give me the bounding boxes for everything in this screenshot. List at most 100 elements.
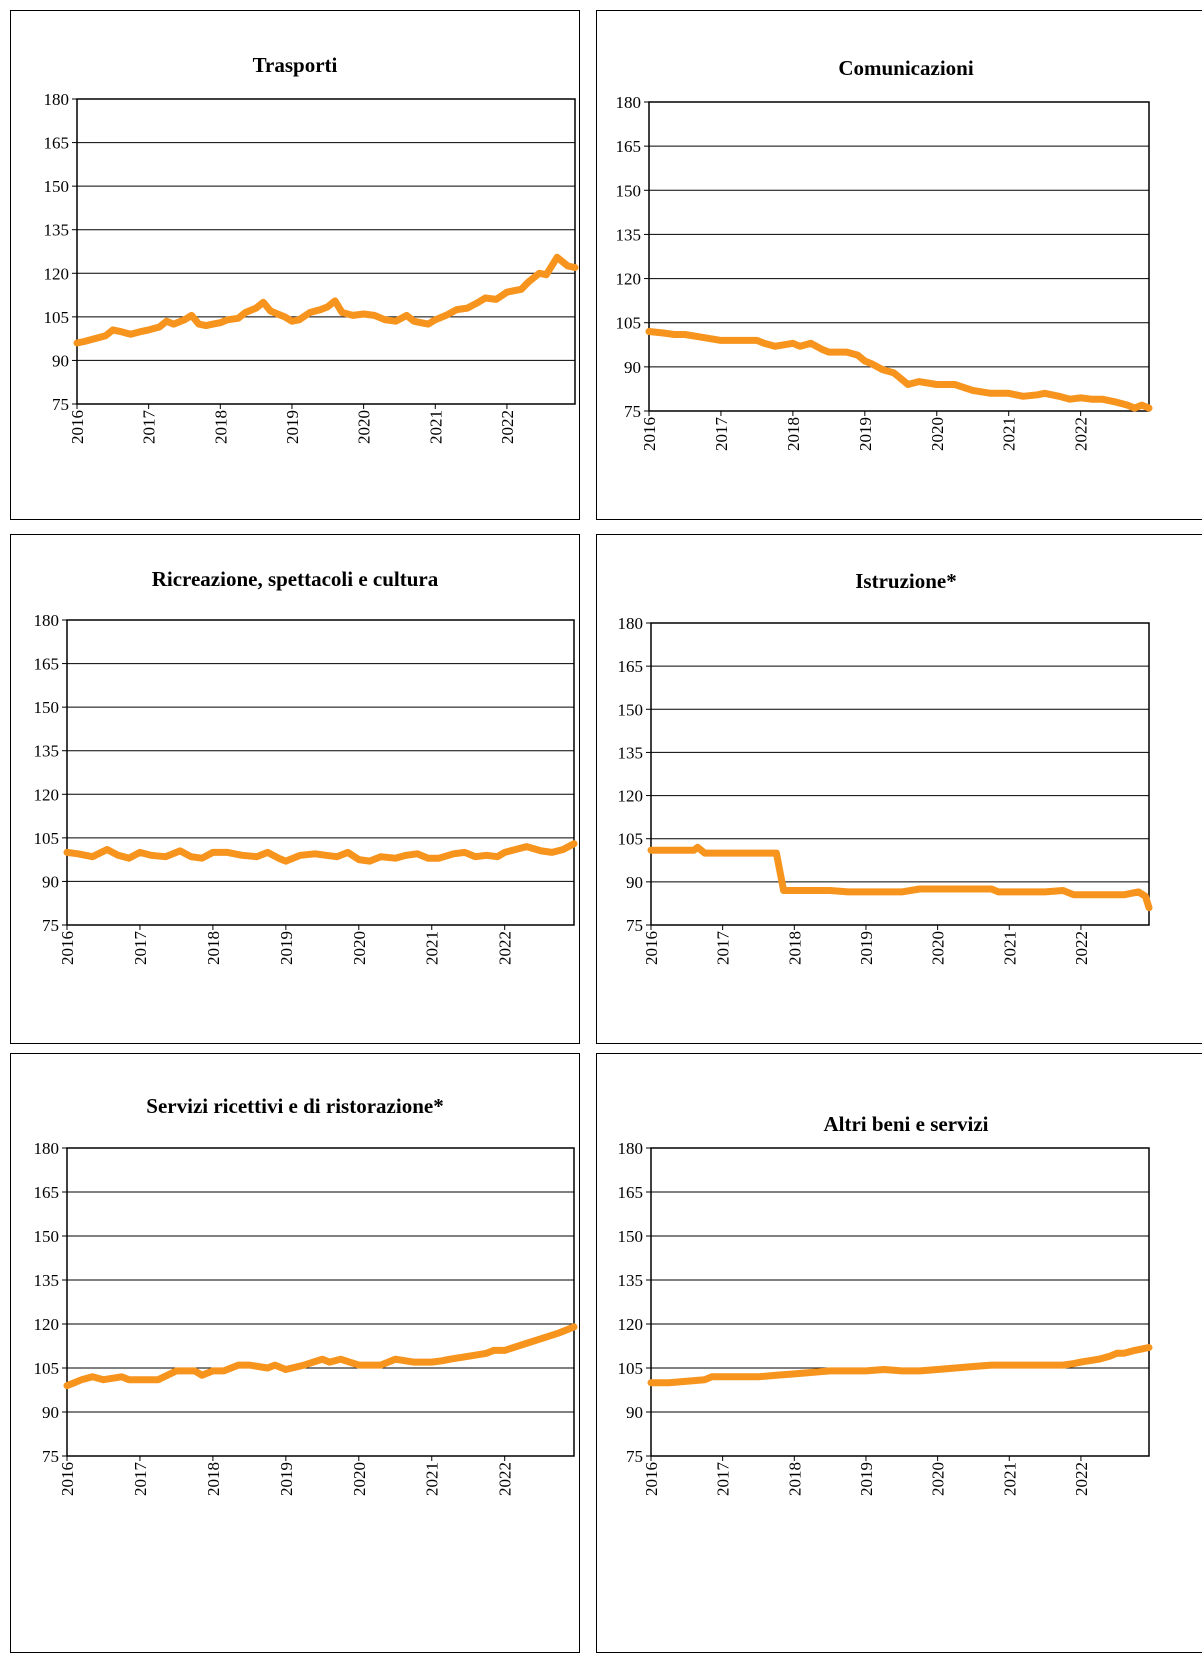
y-tick-label: 105 (618, 1359, 644, 1378)
y-tick-label: 135 (618, 1271, 644, 1290)
x-tick-label: 2021 (426, 410, 445, 444)
x-tick-label: 2016 (640, 417, 659, 451)
y-tick-label: 75 (42, 1447, 59, 1466)
plot-area (76, 98, 576, 405)
y-tick-label: 105 (34, 1359, 60, 1378)
x-tick-label: 2017 (714, 931, 733, 966)
y-tick-label: 135 (616, 225, 642, 244)
x-tick-label: 2018 (785, 1462, 804, 1496)
y-tick-label: 150 (34, 698, 60, 717)
chart-title: Altri beni e servizi (823, 1112, 989, 1136)
y-tick-label: 90 (624, 358, 641, 377)
y-tick-label: 90 (626, 873, 643, 892)
x-tick-label: 2019 (283, 410, 302, 444)
y-tick-label: 105 (34, 829, 60, 848)
y-tick-label: 150 (44, 177, 70, 196)
x-tick-label: 2018 (204, 1462, 223, 1496)
chart-svg: 75 90 105 120 135 150 165 180 2016 2017 2018 2019 20… (618, 1139, 1153, 1497)
x-tick-label: 2018 (211, 410, 230, 444)
chart-svg: 75 90 105 120 135 150 165 180 2016 2017 2018 2019 20… (34, 1139, 578, 1497)
y-tick-label: 150 (616, 181, 642, 200)
y-tick-label: 75 (626, 916, 643, 935)
chart-svg: 75 90 105 120 135 150 165 180 2016 2017 2018 2019 20… (44, 90, 579, 445)
x-tick-label: 2019 (277, 1462, 296, 1496)
series-line (645, 328, 1153, 412)
chart-panel: Trasporti 75 90 105 120 135 150 165 180 2016 2017 2… (10, 10, 580, 520)
chart-panel: Ricreazione, spettacoli e cultura 75 90 105… (10, 534, 580, 1044)
x-tick-label: 2022 (496, 1462, 515, 1496)
y-tick-label: 135 (44, 221, 70, 240)
chart-panel: Servizi ricettivi e di ristorazione* 75 90… (10, 1053, 580, 1653)
chart-panel: Istruzione* 75 90 105 120 135 150 165 180 2016 201… (596, 534, 1202, 1044)
y-tick-label: 135 (34, 742, 60, 761)
x-tick-label: 2020 (355, 410, 374, 444)
y-tick-label: 165 (618, 1183, 644, 1202)
chart-title: Istruzione* (855, 569, 957, 593)
y-tick-label: 120 (44, 264, 70, 283)
y-tick-label: 120 (618, 1315, 644, 1334)
y-tick-label: 105 (618, 830, 644, 849)
y-tick-label: 90 (626, 1403, 643, 1422)
y-tick-label: 120 (618, 787, 644, 806)
chart-panel: Comunicazioni 75 90 105 120 135 150 165 180 2016 2… (596, 10, 1202, 520)
y-tick-label: 165 (34, 1183, 60, 1202)
chart-svg: 75 90 105 120 135 150 165 180 2016 2017 2018 2019 20… (616, 93, 1153, 452)
series-line (647, 843, 1153, 912)
x-tick-label: 2022 (1072, 417, 1091, 451)
x-tick-label: 2020 (928, 417, 947, 451)
plot-area (66, 619, 575, 926)
chart-title: Comunicazioni (838, 56, 974, 80)
y-tick-label: 120 (616, 270, 642, 289)
y-tick-label: 90 (42, 872, 59, 891)
x-tick-label: 2017 (140, 410, 159, 445)
x-tick-label: 2016 (68, 410, 87, 444)
x-tick-label: 2018 (784, 417, 803, 451)
y-tick-label: 90 (52, 351, 69, 370)
y-tick-label: 150 (34, 1227, 60, 1246)
x-tick-label: 2016 (58, 931, 77, 965)
plot-area (648, 101, 1150, 412)
series-line (73, 253, 579, 347)
x-tick-label: 2019 (856, 417, 875, 451)
x-tick-label: 2016 (642, 1462, 661, 1496)
y-tick-label: 75 (42, 916, 59, 935)
x-tick-label: 2021 (423, 1462, 442, 1496)
x-tick-label: 2017 (131, 931, 150, 966)
x-tick-label: 2021 (1000, 931, 1019, 965)
x-tick-label: 2017 (131, 1462, 150, 1497)
y-tick-label: 75 (624, 402, 641, 421)
y-tick-label: 165 (618, 657, 644, 676)
x-tick-label: 2016 (58, 1462, 77, 1496)
x-tick-label: 2017 (714, 1462, 733, 1497)
chart-title: Ricreazione, spettacoli e cultura (151, 567, 439, 591)
x-tick-label: 2022 (498, 410, 517, 444)
y-tick-label: 150 (618, 700, 644, 719)
y-tick-label: 105 (44, 308, 70, 327)
x-tick-label: 2022 (1072, 931, 1091, 965)
chart-title: Trasporti (252, 53, 338, 77)
plot-area (650, 622, 1150, 926)
y-tick-label: 120 (34, 785, 60, 804)
x-tick-label: 2019 (857, 1462, 876, 1496)
y-tick-label: 120 (34, 1315, 60, 1334)
x-tick-label: 2017 (712, 417, 731, 452)
chart-svg: 75 90 105 120 135 150 165 180 2016 2017 2018 2019 20… (618, 614, 1153, 966)
x-tick-label: 2022 (1072, 1462, 1091, 1496)
y-tick-label: 75 (52, 395, 69, 414)
y-tick-label: 150 (618, 1227, 644, 1246)
y-tick-label: 165 (34, 655, 60, 674)
y-tick-label: 180 (616, 93, 642, 112)
y-tick-label: 135 (618, 743, 644, 762)
x-tick-label: 2020 (929, 931, 948, 965)
y-tick-label: 180 (44, 90, 70, 109)
series-line (63, 840, 578, 865)
plot-area (650, 1147, 1150, 1457)
x-tick-label: 2020 (350, 1462, 369, 1496)
y-tick-label: 105 (616, 314, 642, 333)
x-tick-label: 2020 (929, 1462, 948, 1496)
x-tick-label: 2021 (1000, 1462, 1019, 1496)
y-tick-label: 180 (34, 1139, 60, 1158)
chart-panel: Altri beni e servizi 75 90 105 120 135 150 165 1… (596, 1053, 1202, 1653)
y-tick-label: 180 (618, 614, 644, 633)
